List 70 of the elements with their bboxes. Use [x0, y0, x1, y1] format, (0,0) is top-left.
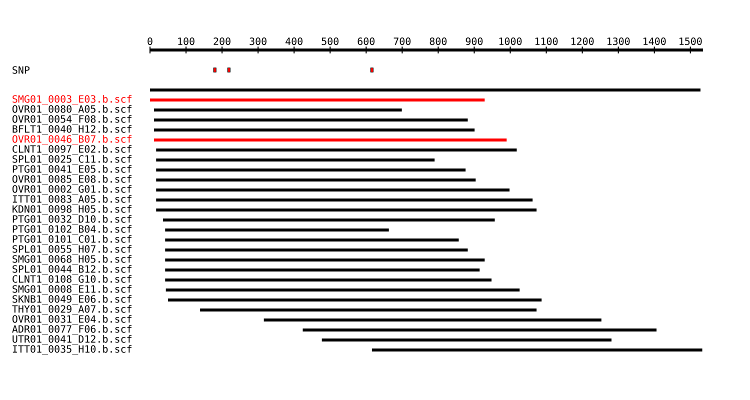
bar [156, 168, 466, 172]
y-tick-label: UTR01_0041_D12.b.scf [12, 335, 132, 345]
bar [156, 208, 537, 212]
y-tick-label: OVR01_0054_F08.b.scf [12, 115, 132, 125]
y-tick-label: PTG01_0102_B04.b.scf [12, 225, 132, 235]
bar [264, 318, 602, 322]
bar [372, 348, 702, 352]
x-tick-label: 500 [322, 38, 339, 46]
y-tick-label: SKNB1_0049_E06.b.scf [12, 295, 132, 305]
x-tick-label: 700 [394, 38, 411, 46]
y-tick-label: ADR01_0077_F06.b.scf [12, 325, 132, 335]
y-tick-label: SPL01_0055_H07.b.scf [12, 245, 132, 255]
bar [154, 118, 468, 122]
x-tick-label: 1400 [644, 38, 666, 46]
x-tick-label: 1200 [571, 38, 594, 46]
bar [156, 198, 533, 202]
y-tick-label: SPL01_0044_B12.b.scf [12, 265, 132, 275]
bar [165, 258, 485, 262]
y-tick-label: ITT01_0035_H10.b.scf [12, 345, 132, 355]
bar [165, 238, 459, 242]
bar [156, 158, 435, 162]
bar [150, 98, 485, 102]
bar [322, 338, 612, 342]
bar [200, 308, 537, 312]
y-tick-label: SMG01_0003_E03.b.scf [12, 95, 132, 105]
y-tick-label: SPL01_0025_C11.b.scf [12, 155, 132, 165]
x-tick-label: 0 [148, 38, 152, 46]
bar [154, 138, 507, 142]
y-tick-label: OVR01_0002_G01.b.scf [12, 185, 132, 195]
bar [156, 148, 517, 152]
bar [165, 248, 468, 252]
bar [302, 328, 657, 332]
x-tick-label: 100 [178, 38, 194, 46]
y-tick-label: PTG01_0041_E05.b.scf [12, 165, 132, 175]
bar [165, 228, 389, 232]
y-tick-label: SMG01_0068_H05.b.scf [12, 255, 132, 265]
x-tick-label: 400 [286, 38, 302, 46]
x-tick-label: 800 [430, 38, 447, 46]
bar [150, 88, 700, 92]
y-tick-label: SNP [12, 66, 30, 74]
y-tick-label: CLNT1_0097_E02.b.scf [12, 145, 132, 155]
bar [166, 288, 520, 292]
bar [154, 128, 475, 132]
x-tick-label: 1100 [535, 38, 558, 46]
bar [156, 178, 476, 182]
y-tick-label: SMG01_0008_E11.b.scf [12, 285, 132, 295]
y-tick-label: OVR01_0085_E08.b.scf [12, 175, 132, 185]
bar [154, 108, 402, 112]
y-tick-label: PTG01_0032_D10.b.scf [12, 215, 132, 225]
y-tick-label: KDN01_0098_H05.b.scf [12, 205, 132, 215]
x-tick-label: 1500 [680, 38, 702, 46]
x-tick-label: 600 [358, 38, 375, 46]
x-tick-label: 900 [466, 38, 483, 46]
y-tick-label: THY01_0029_A07.b.scf [12, 305, 132, 315]
y-tick-label: PTG01_0101_C01.b.scf [12, 235, 132, 245]
y-tick-label: OVR01_0031_E04.b.scf [12, 315, 132, 325]
bar [165, 278, 492, 282]
y-tick-label: OVR01_0080_A05.b.scf [12, 105, 132, 115]
bar [168, 298, 542, 302]
y-tick-label: OVR01_0046_B07.b.scf [12, 135, 132, 145]
bar [162, 218, 495, 222]
bar [156, 188, 510, 192]
x-tick-label: 200 [214, 38, 230, 46]
y-tick-label: ITT01_0083_A05.b.scf [12, 195, 132, 205]
x-tick-label: 1300 [607, 38, 630, 46]
x-tick-label: 1000 [499, 38, 522, 46]
x-tick-label: 300 [250, 38, 266, 46]
y-tick-label: BFLT1_0040_H12.b.scf [12, 125, 132, 135]
y-tick-label: CLNT1_0108_G10.b.scf [12, 275, 132, 285]
bar [165, 268, 480, 272]
